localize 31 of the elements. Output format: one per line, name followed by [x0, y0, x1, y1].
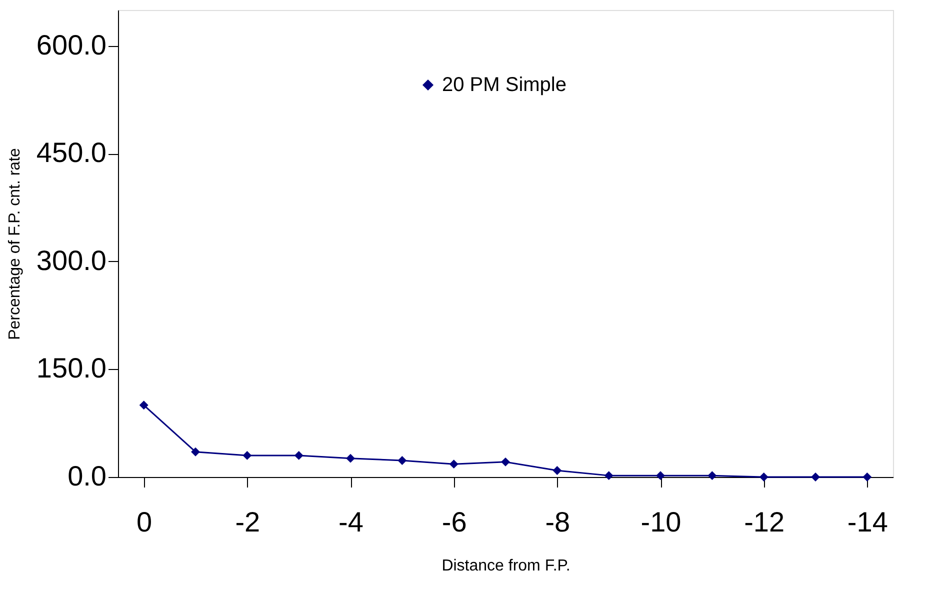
y-tick-label: 450.0: [36, 137, 106, 168]
x-tick-label: -6: [442, 506, 467, 538]
point: [552, 466, 562, 476]
point: [398, 456, 407, 465]
point: [346, 454, 355, 463]
point: [449, 460, 458, 469]
point: [191, 447, 200, 456]
y-axis-title: Percentage of F.P. cnt. rate: [6, 148, 24, 340]
x-tick-label: -12: [744, 506, 785, 538]
point: [501, 457, 510, 466]
x-tick-label: -8: [545, 506, 570, 538]
y-tick-label: 0.0: [68, 460, 106, 492]
point: [604, 471, 614, 480]
point: [294, 450, 304, 460]
point: [759, 472, 768, 482]
x-tick-label: 0: [136, 506, 152, 538]
point: [656, 471, 665, 480]
y-tick-label: 300.0: [36, 244, 106, 276]
x-tick-label: -14: [847, 506, 888, 538]
x-tick-label: -2: [235, 506, 260, 538]
x-tick-label: -4: [338, 506, 364, 538]
point: [139, 400, 148, 410]
y-tick-label: 600.0: [36, 29, 106, 60]
point: [862, 472, 872, 482]
point: [242, 450, 252, 460]
x-tick-label: -10: [640, 506, 682, 538]
y-tick-label: 150.0: [36, 352, 106, 384]
x-axis-title: Distance from F.P.: [442, 558, 570, 574]
point: [708, 471, 717, 480]
point: [811, 472, 820, 482]
legend-label: 20 PM Simple: [442, 74, 566, 96]
